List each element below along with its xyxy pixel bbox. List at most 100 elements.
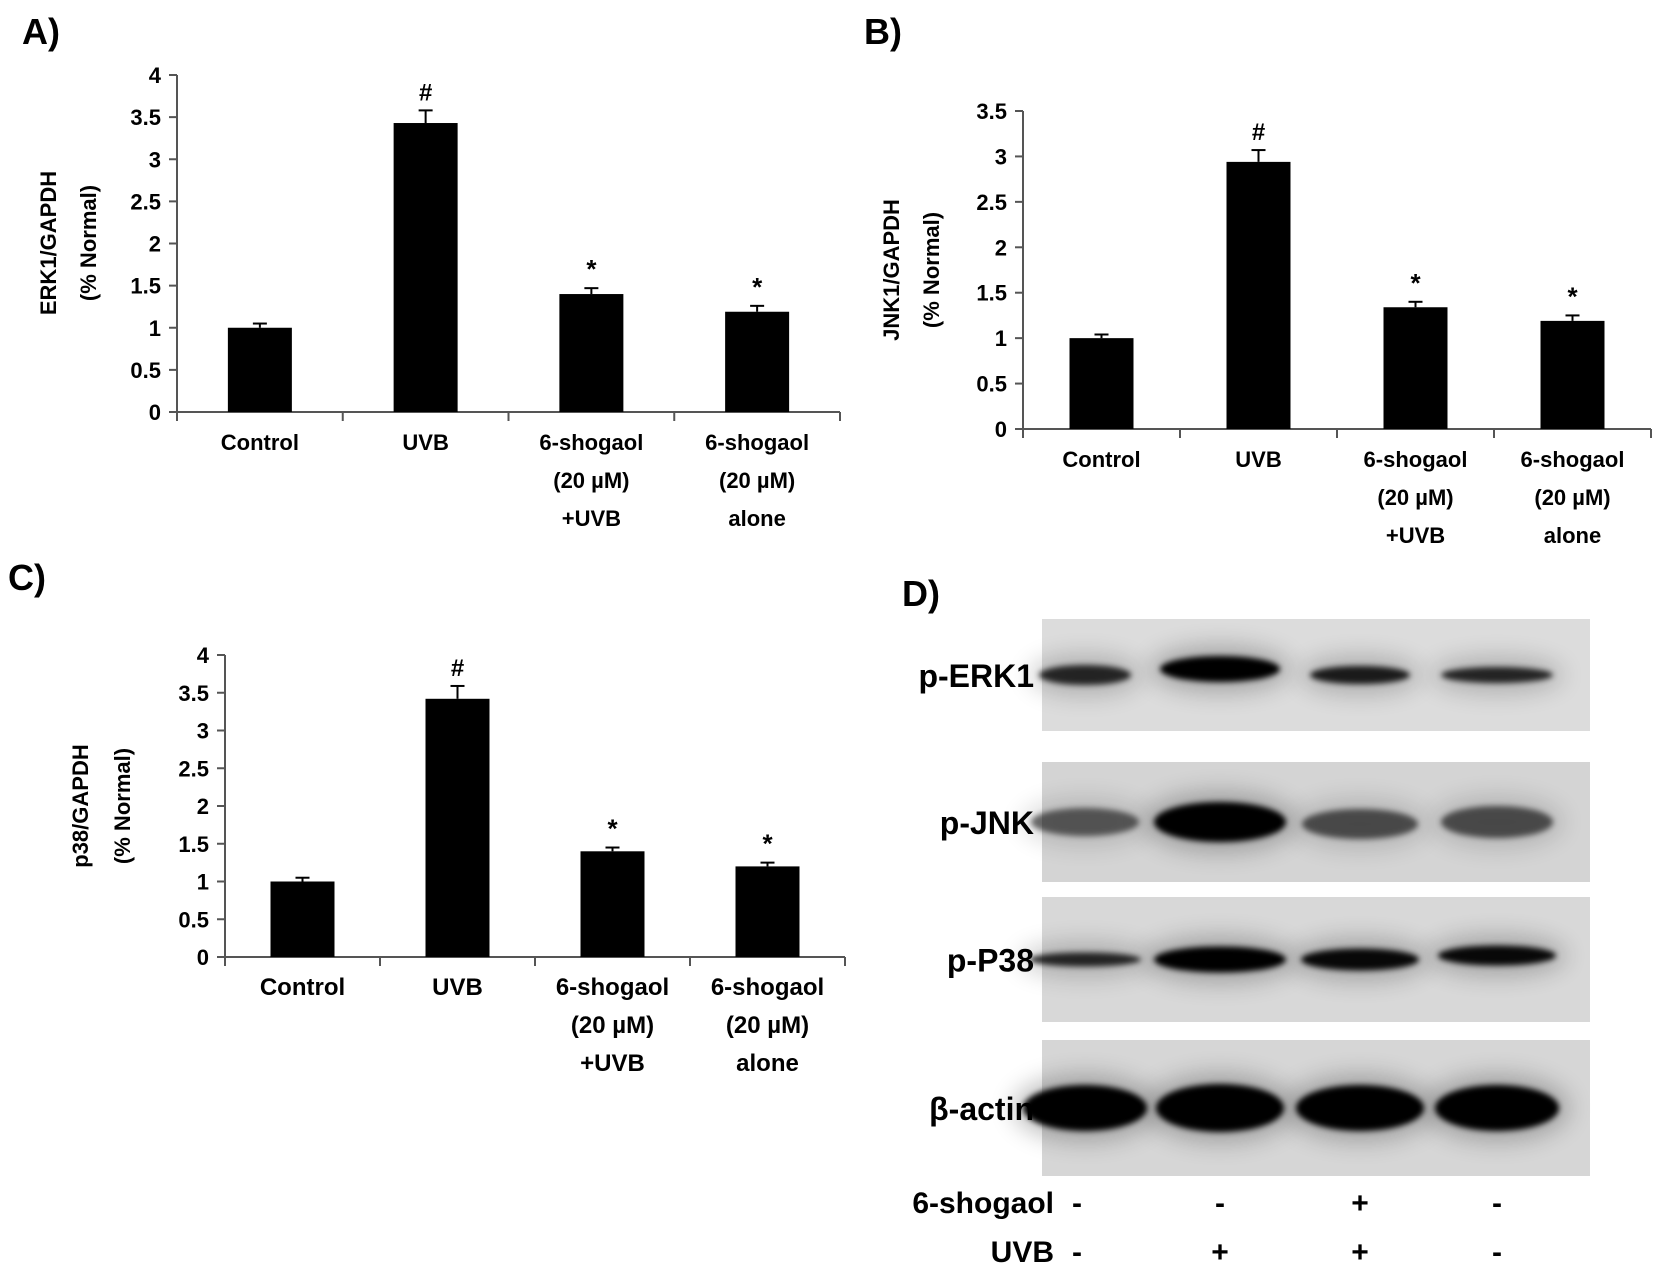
chart-c: C) 0 0.5 1 1.5 2 2.5 3 3.5 4 Control # UVB * 6-shogao… bbox=[8, 557, 846, 1077]
protein-band bbox=[1301, 948, 1419, 971]
condition-mark: - bbox=[1215, 1187, 1225, 1220]
category-label: 6-shogaol bbox=[539, 430, 643, 455]
category-label: Control bbox=[260, 974, 345, 1001]
category-label: UVB bbox=[432, 974, 483, 1001]
y-axis-label: (% Normal) bbox=[76, 185, 101, 301]
condition-mark: - bbox=[1492, 1187, 1502, 1220]
y-tick-label: 2 bbox=[197, 794, 209, 819]
bar bbox=[1540, 320, 1605, 429]
y-tick-label: 2.5 bbox=[130, 189, 161, 214]
y-tick-label: 0.5 bbox=[130, 358, 161, 383]
category-label: alone bbox=[736, 1050, 799, 1077]
category-label: alone bbox=[728, 506, 785, 531]
category-label: Control bbox=[1062, 447, 1140, 472]
y-tick-label: 1.5 bbox=[976, 281, 1007, 306]
blot-strip bbox=[1013, 1040, 1590, 1176]
y-tick-label: 4 bbox=[197, 643, 210, 668]
protein-band bbox=[1031, 808, 1139, 836]
bar bbox=[1383, 307, 1448, 429]
y-tick-label: 2.5 bbox=[178, 756, 209, 781]
protein-band bbox=[1160, 656, 1280, 682]
category-label: 6-shogaol bbox=[705, 430, 809, 455]
category-label: +UVB bbox=[580, 1050, 645, 1077]
y-tick-label: 2 bbox=[149, 232, 161, 257]
category-label: +UVB bbox=[562, 506, 621, 531]
y-tick-label: 3.5 bbox=[178, 681, 209, 706]
y-tick-label: 3 bbox=[149, 147, 161, 172]
bar bbox=[227, 327, 292, 412]
protein-band bbox=[1435, 1085, 1559, 1131]
y-tick-label: 3 bbox=[197, 719, 209, 744]
bar bbox=[270, 881, 335, 957]
blot-strip bbox=[1021, 762, 1590, 882]
condition-mark: + bbox=[1351, 1187, 1369, 1220]
significance-marker: * bbox=[1567, 281, 1578, 311]
protein-band bbox=[1156, 1084, 1284, 1132]
category-label: Control bbox=[221, 430, 299, 455]
blot-row-label: p-P38 bbox=[947, 943, 1034, 979]
condition-mark: - bbox=[1072, 1236, 1082, 1269]
category-label: (20 µM) bbox=[1534, 485, 1610, 510]
protein-band bbox=[1154, 946, 1286, 973]
bar bbox=[580, 851, 645, 957]
y-tick-label: 0 bbox=[149, 400, 161, 425]
protein-band bbox=[1154, 802, 1286, 842]
significance-marker: * bbox=[607, 814, 618, 844]
bar bbox=[1069, 338, 1134, 429]
panel-label-c: C) bbox=[8, 557, 46, 598]
category-label: 6-shogaol bbox=[1364, 447, 1468, 472]
y-tick-label: 1 bbox=[149, 316, 161, 341]
significance-marker: * bbox=[1410, 268, 1421, 298]
category-label: 6-shogaol bbox=[711, 974, 824, 1001]
y-tick-label: 1.5 bbox=[130, 274, 161, 299]
category-label: 6-shogaol bbox=[556, 974, 669, 1001]
blot-row-label: p-ERK1 bbox=[918, 658, 1034, 694]
y-axis-label: JNK1/GAPDH bbox=[879, 199, 904, 341]
bar bbox=[559, 294, 624, 412]
significance-marker: # bbox=[1252, 119, 1265, 146]
significance-marker: * bbox=[586, 254, 597, 284]
y-tick-label: 3.5 bbox=[130, 105, 161, 130]
category-label: (20 µM) bbox=[726, 1012, 809, 1039]
y-tick-label: 2.5 bbox=[976, 190, 1007, 215]
condition-label: UVB bbox=[991, 1236, 1054, 1269]
significance-marker: * bbox=[762, 829, 773, 859]
y-tick-label: 2 bbox=[995, 235, 1007, 260]
chart-a: A) 0 0.5 1 1.5 2 2.5 3 3.5 4 Control # UVB * 6-shogao… bbox=[22, 11, 841, 531]
protein-band bbox=[1441, 806, 1553, 838]
category-label: (20 µM) bbox=[571, 1012, 654, 1039]
y-tick-label: 0.5 bbox=[976, 372, 1007, 397]
chart-b: B) 0 0.5 1 1.5 2 2.5 3 3.5 Control # UVB * 6-shogaol… bbox=[864, 11, 1652, 548]
y-tick-label: 0 bbox=[995, 417, 1007, 442]
protein-band bbox=[1302, 809, 1418, 839]
panel-label-b: B) bbox=[864, 11, 902, 52]
protein-band bbox=[1039, 665, 1131, 685]
condition-mark: - bbox=[1072, 1187, 1082, 1220]
category-label: (20 µM) bbox=[553, 468, 629, 493]
category-label: (20 µM) bbox=[1377, 485, 1453, 510]
bar bbox=[725, 311, 790, 412]
bar bbox=[393, 123, 458, 413]
blot-row-label: p-JNK bbox=[940, 805, 1034, 841]
protein-band bbox=[1296, 1085, 1424, 1131]
y-axis-label: (% Normal) bbox=[110, 748, 135, 864]
y-tick-label: 3 bbox=[995, 144, 1007, 169]
bar bbox=[1226, 161, 1291, 429]
y-tick-label: 1 bbox=[995, 326, 1007, 351]
category-label: 6-shogaol bbox=[1521, 447, 1625, 472]
y-tick-label: 1.5 bbox=[178, 832, 209, 857]
bar bbox=[425, 698, 490, 957]
blot-row-label: β-actin bbox=[929, 1091, 1034, 1127]
y-axis-label: (% Normal) bbox=[919, 212, 944, 328]
y-tick-label: 0.5 bbox=[178, 907, 209, 932]
protein-band bbox=[1029, 952, 1141, 967]
condition-mark: - bbox=[1492, 1236, 1502, 1269]
condition-mark: + bbox=[1351, 1236, 1369, 1269]
category-label: UVB bbox=[1235, 447, 1281, 472]
protein-band bbox=[1441, 667, 1553, 683]
panel-label-a: A) bbox=[22, 11, 60, 52]
y-tick-label: 0 bbox=[197, 945, 209, 970]
significance-marker: * bbox=[752, 272, 763, 302]
